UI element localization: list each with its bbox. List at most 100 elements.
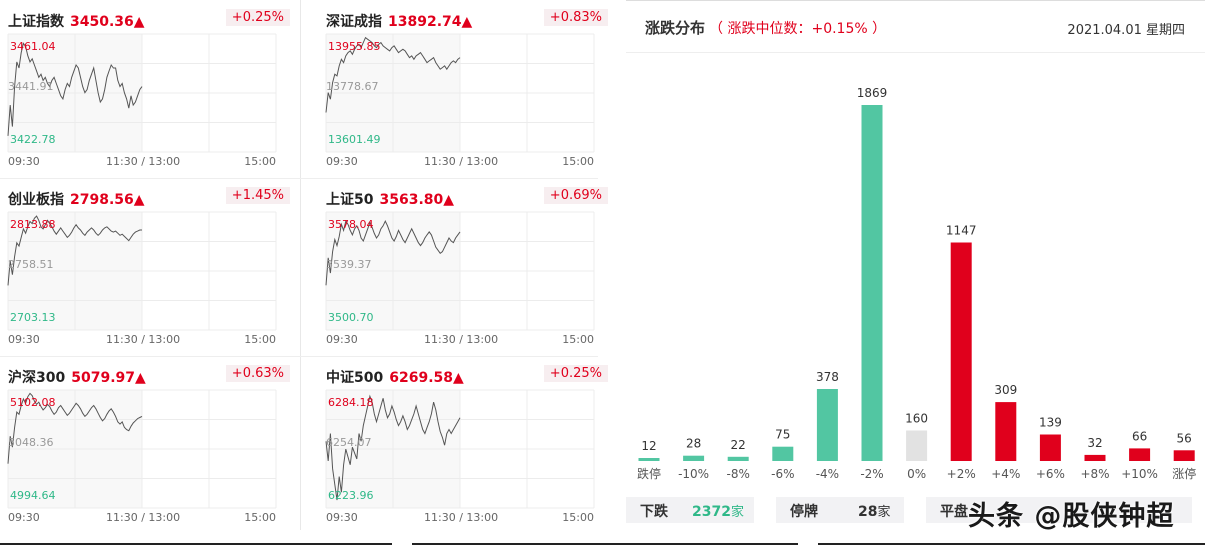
index-change-badge: +0.83% bbox=[543, 9, 608, 26]
index-card[interactable]: 深证成指 13892.74▲ +0.83% 13955.85 13778.67 13601… bbox=[318, 0, 608, 176]
bar-value-label: 160 bbox=[905, 412, 928, 426]
intraday-chart[interactable]: 3578.04 3539.37 3500.70 bbox=[325, 211, 595, 331]
bottom-rule bbox=[0, 543, 392, 545]
index-header: 中证500 6269.58▲ bbox=[326, 367, 464, 387]
intraday-line-chart bbox=[7, 33, 277, 153]
index-card[interactable]: 中证500 6269.58▲ +0.25% 6284.18 6254.07 6223.96… bbox=[318, 356, 608, 532]
distribution-bar-chart: 12 跌停 28 -10% 22 -8% 75 -6% 378 -4% 1869 -2% 160 0% 11… bbox=[637, 86, 1196, 481]
price-line bbox=[7, 392, 143, 464]
bar[interactable] bbox=[638, 458, 660, 461]
bar[interactable] bbox=[683, 455, 705, 461]
high-price-label: 2813.88 bbox=[10, 218, 56, 231]
category-label: -8% bbox=[727, 467, 750, 481]
suspend-label: 停牌 bbox=[790, 504, 818, 520]
high-price-label: 5102.08 bbox=[10, 396, 56, 409]
distribution-panel: 涨跌分布（ 涨跌中位数：+0.15% ） 2021.04.01 星期四 12 跌停… bbox=[626, 0, 1205, 547]
bar[interactable] bbox=[995, 402, 1017, 461]
time-mid: 11:30 / 13:00 bbox=[106, 155, 181, 168]
intraday-chart[interactable]: 3461.04 3441.91 3422.78 bbox=[7, 33, 277, 153]
time-start: 09:30 bbox=[8, 511, 40, 524]
distribution-title-text: 涨跌分布 bbox=[645, 19, 706, 37]
down-count-value: 2372 bbox=[692, 504, 731, 520]
index-name: 上证指数 bbox=[8, 14, 64, 30]
bar[interactable] bbox=[1173, 450, 1195, 461]
index-card[interactable]: 上证指数 3450.36▲ +0.25% 3461.04 3441.91 3422.78 0… bbox=[0, 0, 290, 176]
price-line bbox=[325, 220, 461, 286]
bar[interactable] bbox=[1039, 434, 1061, 462]
intraday-chart[interactable]: 6284.18 6254.07 6223.96 bbox=[325, 389, 595, 509]
low-price-label: 13601.49 bbox=[328, 133, 381, 146]
bar[interactable] bbox=[1129, 448, 1151, 461]
time-end: 15:00 bbox=[562, 333, 594, 346]
index-card[interactable]: 创业板指 2798.56▲ +1.45% 2813.88 2758.51 2703.13 0… bbox=[0, 178, 290, 354]
prev-close-label: 6254.07 bbox=[326, 436, 372, 449]
category-label: +2% bbox=[947, 467, 976, 481]
time-start: 09:30 bbox=[326, 333, 358, 346]
bar-value-label: 75 bbox=[775, 428, 790, 442]
category-label: -6% bbox=[771, 467, 794, 481]
title-divider bbox=[626, 52, 1205, 53]
intraday-chart[interactable]: 13955.85 13778.67 13601.49 bbox=[325, 33, 595, 153]
high-price-label: 6284.18 bbox=[328, 396, 374, 409]
bar[interactable] bbox=[772, 446, 794, 461]
bar-value-label: 32 bbox=[1087, 436, 1102, 450]
prev-close-label: 2758.51 bbox=[8, 258, 54, 271]
intraday-chart[interactable]: 5102.08 5048.36 4994.64 bbox=[7, 389, 277, 509]
suspend-count-unit: 家 bbox=[877, 505, 891, 520]
index-change-badge: +0.25% bbox=[543, 365, 608, 382]
index-card[interactable]: 沪深300 5079.97▲ +0.63% 5102.08 5048.36 4994.64… bbox=[0, 356, 290, 532]
category-label: +6% bbox=[1036, 467, 1065, 481]
bar[interactable] bbox=[1084, 454, 1106, 461]
index-header: 深证成指 13892.74▲ bbox=[326, 11, 472, 31]
category-label: +4% bbox=[991, 467, 1020, 481]
suspend-summary: 停牌 28家 bbox=[776, 497, 904, 523]
bottom-rule bbox=[818, 543, 1205, 545]
bottom-rule bbox=[412, 543, 798, 545]
panel-top-border bbox=[626, 0, 1205, 1]
row-divider bbox=[0, 178, 598, 179]
time-mid: 11:30 / 13:00 bbox=[106, 511, 181, 524]
index-price: 5079.97▲ bbox=[71, 370, 146, 386]
index-name: 上证50 bbox=[326, 192, 374, 208]
intraday-line-chart bbox=[325, 33, 595, 153]
down-summary: 下跌 2372家 bbox=[626, 497, 754, 523]
index-header: 沪深300 5079.97▲ bbox=[8, 367, 146, 387]
time-mid: 11:30 / 13:00 bbox=[106, 333, 181, 346]
time-mid: 11:30 / 13:00 bbox=[424, 155, 499, 168]
bar-value-label: 139 bbox=[1039, 416, 1062, 430]
bar[interactable] bbox=[950, 242, 972, 462]
row-divider bbox=[0, 356, 598, 357]
prev-close-label: 3539.37 bbox=[326, 258, 372, 271]
time-end: 15:00 bbox=[244, 511, 276, 524]
index-change-badge: +0.25% bbox=[225, 9, 290, 26]
index-change-badge: +1.45% bbox=[225, 187, 290, 204]
intraday-chart[interactable]: 2813.88 2758.51 2703.13 bbox=[7, 211, 277, 331]
time-mid: 11:30 / 13:00 bbox=[424, 511, 499, 524]
bar[interactable] bbox=[861, 105, 883, 461]
index-card[interactable]: 上证50 3563.80▲ +0.69% 3578.04 3539.37 3500.70 0… bbox=[318, 178, 608, 354]
bar[interactable] bbox=[906, 430, 928, 462]
bar-value-label: 28 bbox=[686, 437, 701, 451]
down-label: 下跌 bbox=[640, 504, 668, 520]
bar-value-label: 378 bbox=[816, 370, 839, 384]
suspend-count-value: 28 bbox=[858, 504, 878, 520]
index-price: 6269.58▲ bbox=[389, 370, 464, 386]
low-price-label: 6223.96 bbox=[328, 489, 374, 502]
high-price-label: 3461.04 bbox=[10, 40, 56, 53]
index-name: 中证500 bbox=[326, 370, 384, 386]
intraday-line-chart bbox=[7, 389, 277, 509]
index-name: 创业板指 bbox=[8, 192, 64, 208]
down-count: 2372家 bbox=[692, 501, 744, 520]
bar-value-label: 66 bbox=[1132, 429, 1147, 443]
suspend-count: 28家 bbox=[858, 501, 891, 520]
index-price: 3563.80▲ bbox=[379, 192, 455, 208]
index-change-badge: +0.63% bbox=[225, 365, 290, 382]
bar[interactable] bbox=[816, 389, 838, 461]
index-header: 上证50 3563.80▲ bbox=[326, 189, 454, 209]
low-price-label: 4994.64 bbox=[10, 489, 56, 502]
index-change-badge: +0.69% bbox=[543, 187, 608, 204]
bar[interactable] bbox=[727, 456, 749, 461]
trade-date: 2021.04.01 星期四 bbox=[1067, 23, 1185, 38]
flat-label: 平盘 bbox=[940, 504, 968, 520]
